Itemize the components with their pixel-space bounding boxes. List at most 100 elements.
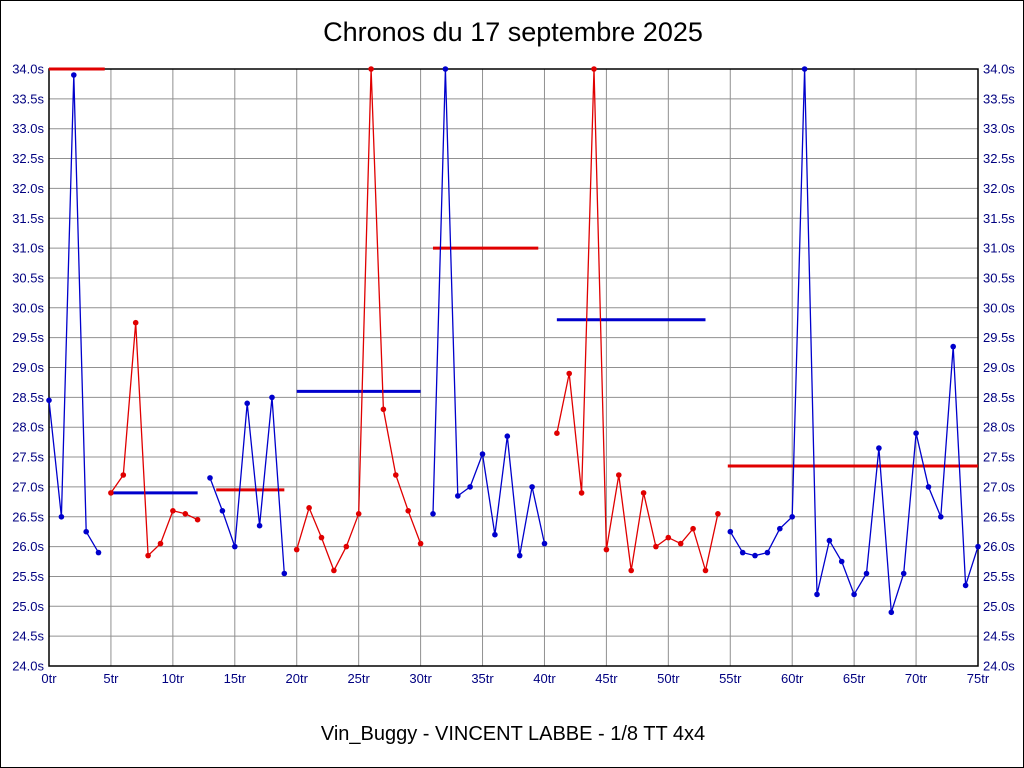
y-tick-label-left: 30.5s xyxy=(12,270,44,285)
y-tick-label-left: 25.5s xyxy=(12,569,44,584)
y-tick-label-right: 29.5s xyxy=(983,330,1015,345)
lap-point xyxy=(888,609,895,616)
y-tick-label-right: 33.5s xyxy=(983,91,1015,106)
lap-point xyxy=(467,484,473,490)
y-tick-label-right: 26.0s xyxy=(983,539,1015,554)
lap-point xyxy=(442,66,449,72)
lap-point xyxy=(950,343,956,350)
x-tick-label: 65tr xyxy=(843,671,866,686)
y-tick-label-right: 27.5s xyxy=(983,450,1015,465)
y-tick-label-left: 33.5s xyxy=(12,91,44,106)
lap-point xyxy=(900,570,907,577)
lap-point xyxy=(194,516,201,523)
x-tick-label: 15tr xyxy=(224,671,247,686)
lap-point xyxy=(393,472,399,478)
lap-point xyxy=(492,531,498,538)
y-tick-label-left: 28.0s xyxy=(12,420,44,435)
y-tick-label-right: 24.5s xyxy=(983,629,1015,644)
lap-point xyxy=(789,514,795,520)
lap-point xyxy=(677,540,684,547)
lap-point xyxy=(566,370,572,377)
x-tick-label: 70tr xyxy=(905,671,928,686)
lap-point xyxy=(975,543,981,550)
lap-point xyxy=(120,472,127,478)
lap-point xyxy=(962,582,969,589)
lap-point xyxy=(541,540,548,547)
y-tick-label-left: 24.0s xyxy=(12,659,44,674)
y-tick-label-left: 32.0s xyxy=(12,181,44,196)
lap-point xyxy=(863,570,870,577)
series-line-run-5 xyxy=(432,68,546,556)
lap-point xyxy=(207,475,213,481)
series-line-run-1 xyxy=(48,74,100,553)
lap-point xyxy=(405,508,412,514)
lap-point xyxy=(306,505,312,511)
y-tick-label-right: 32.0s xyxy=(983,181,1015,196)
y-tick-label-left: 32.5s xyxy=(12,151,44,166)
lap-point xyxy=(764,549,771,556)
lap-point xyxy=(516,552,523,559)
lap-point xyxy=(145,552,151,559)
lap-point xyxy=(925,484,932,490)
lap-point xyxy=(690,525,696,532)
series-line-run-6 xyxy=(556,68,719,571)
x-tick-label: 30tr xyxy=(409,671,432,686)
x-tick-label: 35tr xyxy=(471,671,494,686)
y-tick-label-right: 27.0s xyxy=(983,479,1015,494)
lap-point xyxy=(157,540,164,547)
lap-point xyxy=(702,567,709,574)
chart-subtitle: Vin_Buggy - VINCENT LABBE - 1/8 TT 4x4 xyxy=(320,723,706,745)
y-tick-label-right: 25.5s xyxy=(983,569,1015,584)
y-tick-label-right: 33.0s xyxy=(983,121,1015,136)
y-tick-label-left: 27.0s xyxy=(12,479,44,494)
plot-border xyxy=(48,68,979,667)
y-tick-label-left: 33.0s xyxy=(12,121,44,136)
chart-title: Chronos du 17 septembre 2025 xyxy=(323,17,703,47)
x-tick-label: 40tr xyxy=(533,671,556,686)
lap-point xyxy=(368,66,374,72)
lap-point xyxy=(83,528,89,535)
lap-point xyxy=(665,534,672,541)
lap-point xyxy=(380,406,387,413)
x-tick-label: 75tr xyxy=(967,671,990,686)
lap-point xyxy=(554,430,560,437)
lap-point xyxy=(826,537,833,544)
y-tick-label-left: 25.0s xyxy=(12,599,44,614)
lap-point xyxy=(256,522,263,529)
lap-point xyxy=(529,484,535,490)
x-tick-label: 5tr xyxy=(103,671,119,686)
lap-point xyxy=(430,511,436,517)
lap-point xyxy=(219,508,226,514)
lap-point xyxy=(71,72,77,78)
lap-point xyxy=(95,549,102,556)
lap-point xyxy=(343,543,350,550)
series-line-run-2 xyxy=(110,322,198,558)
x-tick-label: 60tr xyxy=(781,671,804,686)
y-tick-label-right: 28.5s xyxy=(983,390,1015,405)
y-tick-label-right: 34.0s xyxy=(983,62,1015,77)
x-tick-label: 20tr xyxy=(286,671,309,686)
y-tick-label-right: 32.5s xyxy=(983,151,1015,166)
lap-point xyxy=(777,525,783,532)
x-tick-label: 50tr xyxy=(657,671,680,686)
lap-point xyxy=(801,66,808,72)
lap-point xyxy=(244,400,250,407)
lap-point xyxy=(913,430,919,437)
y-tick-label-right: 30.0s xyxy=(983,300,1015,315)
lap-point xyxy=(269,394,275,401)
lap-point xyxy=(58,514,65,520)
lap-point xyxy=(232,543,238,550)
y-tick-label-right: 31.0s xyxy=(983,241,1015,256)
lap-point xyxy=(628,567,634,574)
lap-point xyxy=(938,514,944,520)
lap-point xyxy=(46,397,52,404)
lap-point xyxy=(727,528,734,535)
y-tick-label-right: 28.0s xyxy=(983,420,1015,435)
y-tick-label-right: 31.5s xyxy=(983,211,1015,226)
lap-point xyxy=(182,511,189,517)
lap-point xyxy=(108,490,114,496)
lap-point xyxy=(455,493,461,499)
lap-point xyxy=(479,451,486,457)
